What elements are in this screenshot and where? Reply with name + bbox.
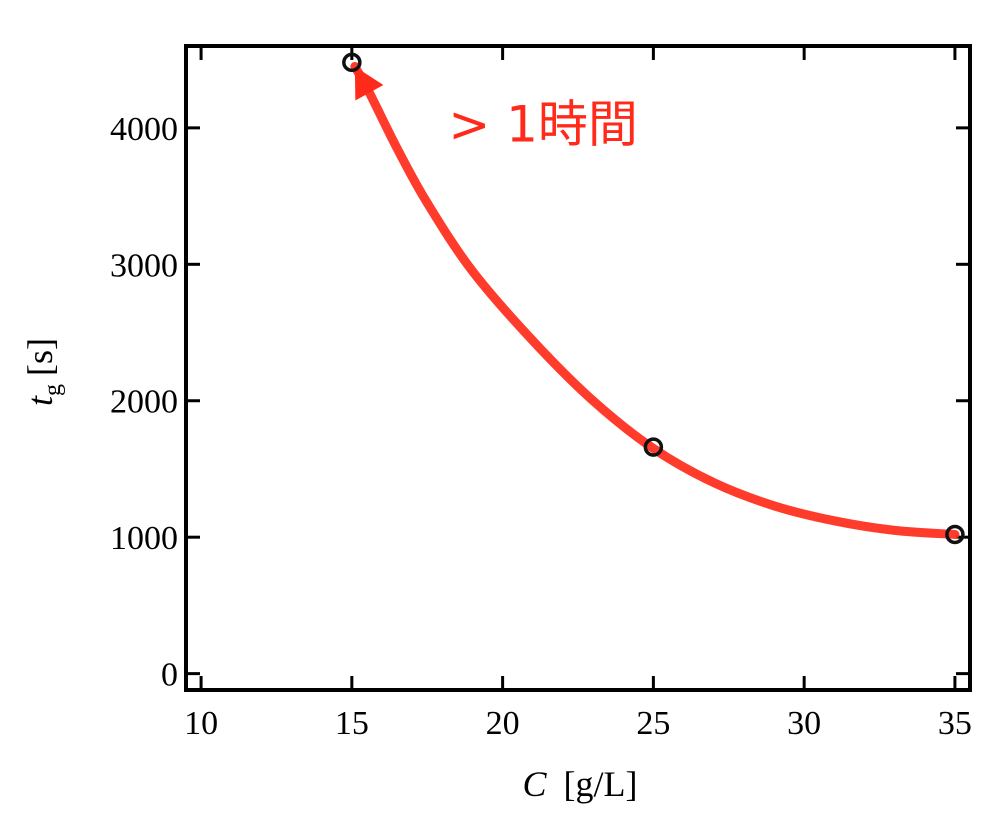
x-axis-label: C [g/L] — [523, 764, 638, 804]
data-point — [643, 437, 664, 457]
trend-curve-layer — [350, 61, 960, 539]
y-tick-label: 3000 — [110, 247, 178, 284]
trend-arrowhead — [354, 66, 384, 101]
x-tick-label: 20 — [486, 705, 520, 742]
y-tick-label: 4000 — [110, 111, 178, 148]
tick-labels-layer: 10 15 20 25 30 35 0 1000 2000 3000 4000 — [110, 111, 972, 742]
y-axis-label: tg [s] — [20, 338, 66, 406]
y-axis-symbol: t — [20, 395, 60, 406]
y-axis-subscript: g — [40, 384, 66, 396]
x-tick-label: 25 — [636, 705, 670, 742]
trend-curve — [350, 61, 960, 539]
x-axis-symbol: C — [523, 764, 548, 804]
points-layer — [342, 52, 965, 545]
ticks-layer — [186, 46, 970, 690]
x-tick-label: 15 — [335, 705, 369, 742]
data-point — [945, 524, 965, 545]
x-tick-label: 30 — [787, 705, 821, 742]
y-tick-label: 2000 — [110, 384, 178, 421]
y-axis-unit: [s] — [20, 338, 60, 376]
x-tick-label: 35 — [938, 705, 972, 742]
data-point — [342, 52, 362, 73]
y-tick-label: 0 — [161, 657, 178, 694]
annotation-label: > 1時間 — [448, 96, 638, 154]
x-tick-label: 10 — [184, 705, 218, 742]
plot-frame — [184, 44, 972, 692]
y-axis-label-group: tg [s] — [20, 338, 66, 406]
y-tick-label: 1000 — [110, 520, 178, 557]
x-axis-unit: [g/L] — [564, 764, 638, 804]
